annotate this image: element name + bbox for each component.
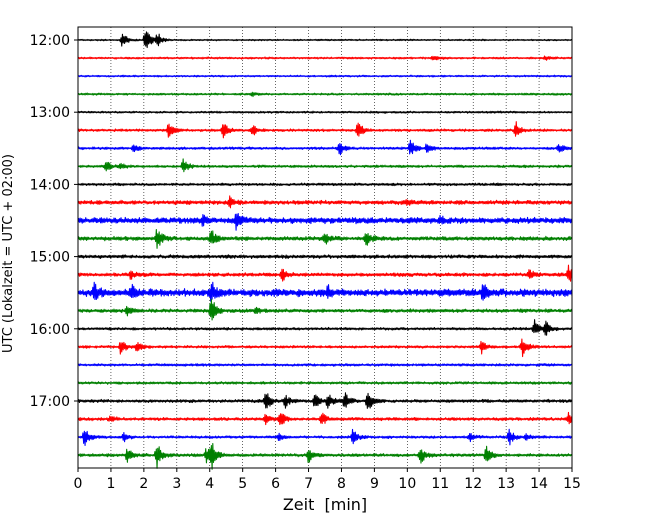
x-tick-label: 13 [497,476,515,492]
trace-row-1245 [77,91,573,98]
trace-layer [77,31,573,470]
trace-row-1315 [77,121,573,139]
x-tick-label: 0 [74,476,83,492]
trace-row-1345 [77,158,573,173]
x-tick-label: 4 [205,476,214,492]
trace-row-1600 [77,319,573,336]
plot-frame [77,26,573,469]
x-tick-label: 7 [304,476,313,492]
x-tick-label: 1 [106,476,115,492]
x-tick-label: 2 [139,476,148,492]
trace-row-1530 [77,281,573,302]
x-tick-label: 12 [464,476,482,492]
x-tick-label: 11 [431,476,449,492]
y-axis-label: UTC (Lokalzeit = UTC + 02:00) [1,154,16,353]
trace-row-1715 [77,411,573,426]
x-tick-label: 14 [530,476,548,492]
trace-row-1215 [77,55,573,61]
trace-row-1445 [77,229,573,249]
trace-row-1630 [77,363,573,367]
trace-row-1400 [77,182,573,187]
trace-row-1330 [77,139,573,156]
x-tick-label: 8 [337,476,346,492]
x-tick-label: 6 [271,476,280,492]
y-tick-label: 15:00 [30,250,70,266]
trace-row-1545 [77,298,573,321]
trace-row-1615 [77,338,573,358]
y-tick-label: 13:00 [30,105,70,121]
trace-row-1515 [77,264,573,282]
trace-row-1645 [77,381,573,385]
trace-row-1300 [77,110,573,114]
x-tick-label: 10 [398,476,416,492]
y-tick-label: 12:00 [30,33,70,49]
trace-row-1230 [77,74,573,78]
trace-row-1500 [77,254,573,260]
trace-row-1745 [77,443,573,470]
trace-row-1700 [77,392,573,409]
y-tick-label: 17:00 [30,394,70,410]
tick-layer: 0 1 2 3 4 5 6 7 8 9 10 11 12 13 14 1512:0013:0014:0015:… [30,33,581,492]
y-tick-label: 16:00 [30,322,70,338]
y-tick-label: 14:00 [30,177,70,193]
x-tick-label: 15 [563,476,581,492]
trace-row-1430 [77,212,573,231]
x-axis-label: Zeit [min] [283,495,367,514]
x-tick-label: 5 [238,476,247,492]
x-tick-label: 3 [172,476,181,492]
x-tick-label: 9 [370,476,379,492]
trace-row-1200 [77,31,573,49]
trace-row-1415 [77,195,573,209]
trace-row-1730 [77,428,573,447]
